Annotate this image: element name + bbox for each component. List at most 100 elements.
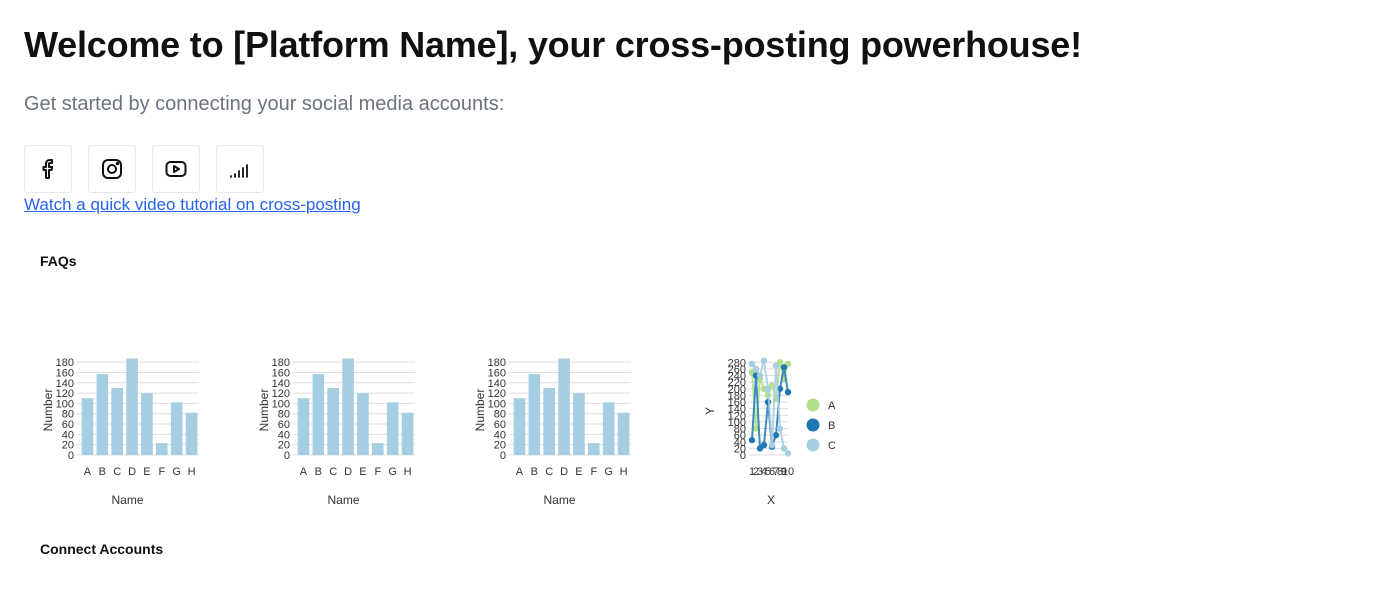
y-tick-label: 60 — [494, 419, 506, 431]
data-point — [784, 388, 792, 396]
bar — [528, 374, 541, 455]
y-tick-label: 220 — [728, 377, 746, 389]
data-point — [768, 441, 776, 449]
data-point — [772, 431, 780, 439]
bar — [111, 387, 123, 455]
y-tick-label: 140 — [56, 378, 74, 390]
connect-facebook-button[interactable] — [24, 145, 72, 193]
faq-section-title: FAQs — [40, 253, 77, 269]
x-tick-label: F — [374, 466, 381, 478]
x-tick-label: A — [84, 466, 92, 478]
x-tick-label: C — [545, 466, 553, 478]
signal-icon — [230, 164, 248, 178]
bar — [617, 412, 630, 455]
x-tick-label: H — [188, 466, 196, 478]
connect-accounts-title: Connect Accounts — [40, 541, 164, 557]
bar — [327, 387, 339, 455]
y-axis-label: Number — [41, 389, 55, 432]
x-tick-label: A — [516, 466, 524, 478]
bar — [513, 398, 526, 455]
bar — [81, 398, 94, 455]
y-tick-label: 100 — [728, 417, 746, 429]
legend-label: C — [828, 440, 836, 452]
data-point — [772, 362, 780, 369]
y-tick-label: 180 — [728, 390, 746, 402]
bar — [156, 443, 168, 455]
y-tick-label: 0 — [68, 450, 74, 462]
x-tick-label: H — [620, 466, 628, 478]
y-tick-label: 60 — [62, 419, 74, 431]
connect-signal-button[interactable] — [216, 145, 264, 193]
y-tick-label: 80 — [62, 409, 74, 421]
x-tick-label: 1 — [749, 466, 755, 478]
x-tick-label: 4 — [761, 466, 767, 478]
bar — [602, 402, 615, 455]
y-axis-label: Y — [703, 407, 717, 415]
y-tick-label: 0 — [500, 450, 506, 462]
y-tick-label: 140 — [272, 378, 290, 390]
y-tick-label: 100 — [272, 398, 290, 410]
y-tick-label: 20 — [494, 440, 506, 452]
x-tick-label: 10 — [782, 466, 794, 478]
y-tick-label: 40 — [62, 429, 74, 441]
x-axis-label: X — [767, 493, 775, 507]
bar — [342, 358, 354, 455]
series-line-c — [751, 360, 789, 454]
x-axis-label: Name — [111, 493, 143, 507]
x-axis-label: Name — [327, 493, 359, 507]
connect-youtube-button[interactable] — [152, 145, 200, 193]
bar — [297, 398, 310, 455]
y-tick-label: 160 — [728, 397, 746, 409]
y-tick-label: 200 — [728, 384, 746, 396]
y-tick-label: 80 — [734, 424, 746, 436]
bar — [588, 443, 600, 455]
y-tick-label: 140 — [728, 404, 746, 416]
x-tick-label: 2 — [753, 466, 759, 478]
bar — [573, 393, 585, 455]
y-tick-label: 120 — [56, 388, 74, 400]
data-point — [756, 372, 764, 379]
x-tick-label: E — [359, 466, 366, 478]
bar — [185, 412, 198, 455]
tutorial-link[interactable]: Watch a quick video tutorial on cross-po… — [24, 195, 361, 214]
x-tick-label: C — [113, 466, 121, 478]
y-tick-label: 20 — [734, 443, 746, 455]
legend-marker-b — [806, 418, 820, 432]
y-tick-label: 100 — [56, 398, 74, 410]
connect-instagram-button[interactable] — [88, 145, 136, 193]
y-tick-label: 0 — [284, 450, 290, 462]
y-tick-label: 60 — [734, 430, 746, 442]
bar — [96, 374, 109, 455]
y-tick-label: 160 — [272, 367, 290, 379]
bar — [372, 443, 384, 455]
bar — [386, 402, 399, 455]
y-tick-label: 100 — [488, 398, 506, 410]
x-tick-label: D — [560, 466, 568, 478]
x-tick-label: B — [99, 466, 106, 478]
y-tick-label: 280 — [728, 357, 746, 369]
page-title: Welcome to [Platform Name], your cross-p… — [24, 24, 1082, 65]
bar — [543, 387, 555, 455]
y-tick-label: 180 — [488, 357, 506, 369]
y-tick-label: 0 — [740, 450, 746, 462]
x-tick-label: A — [300, 466, 308, 478]
data-point — [752, 365, 760, 373]
data-point — [748, 436, 756, 444]
y-tick-label: 120 — [488, 388, 506, 400]
data-point — [780, 364, 788, 371]
bar — [312, 374, 325, 455]
y-tick-label: 60 — [278, 419, 290, 431]
y-tick-label: 40 — [734, 437, 746, 449]
y-tick-label: 120 — [272, 388, 290, 400]
y-tick-label: 40 — [278, 429, 290, 441]
legend-marker-a — [806, 398, 820, 412]
data-point — [760, 441, 768, 449]
x-tick-label: D — [344, 466, 352, 478]
x-tick-label: E — [575, 466, 582, 478]
x-tick-label: B — [315, 466, 322, 478]
bar — [558, 358, 570, 455]
bar — [401, 412, 414, 455]
x-tick-label: G — [388, 466, 397, 478]
